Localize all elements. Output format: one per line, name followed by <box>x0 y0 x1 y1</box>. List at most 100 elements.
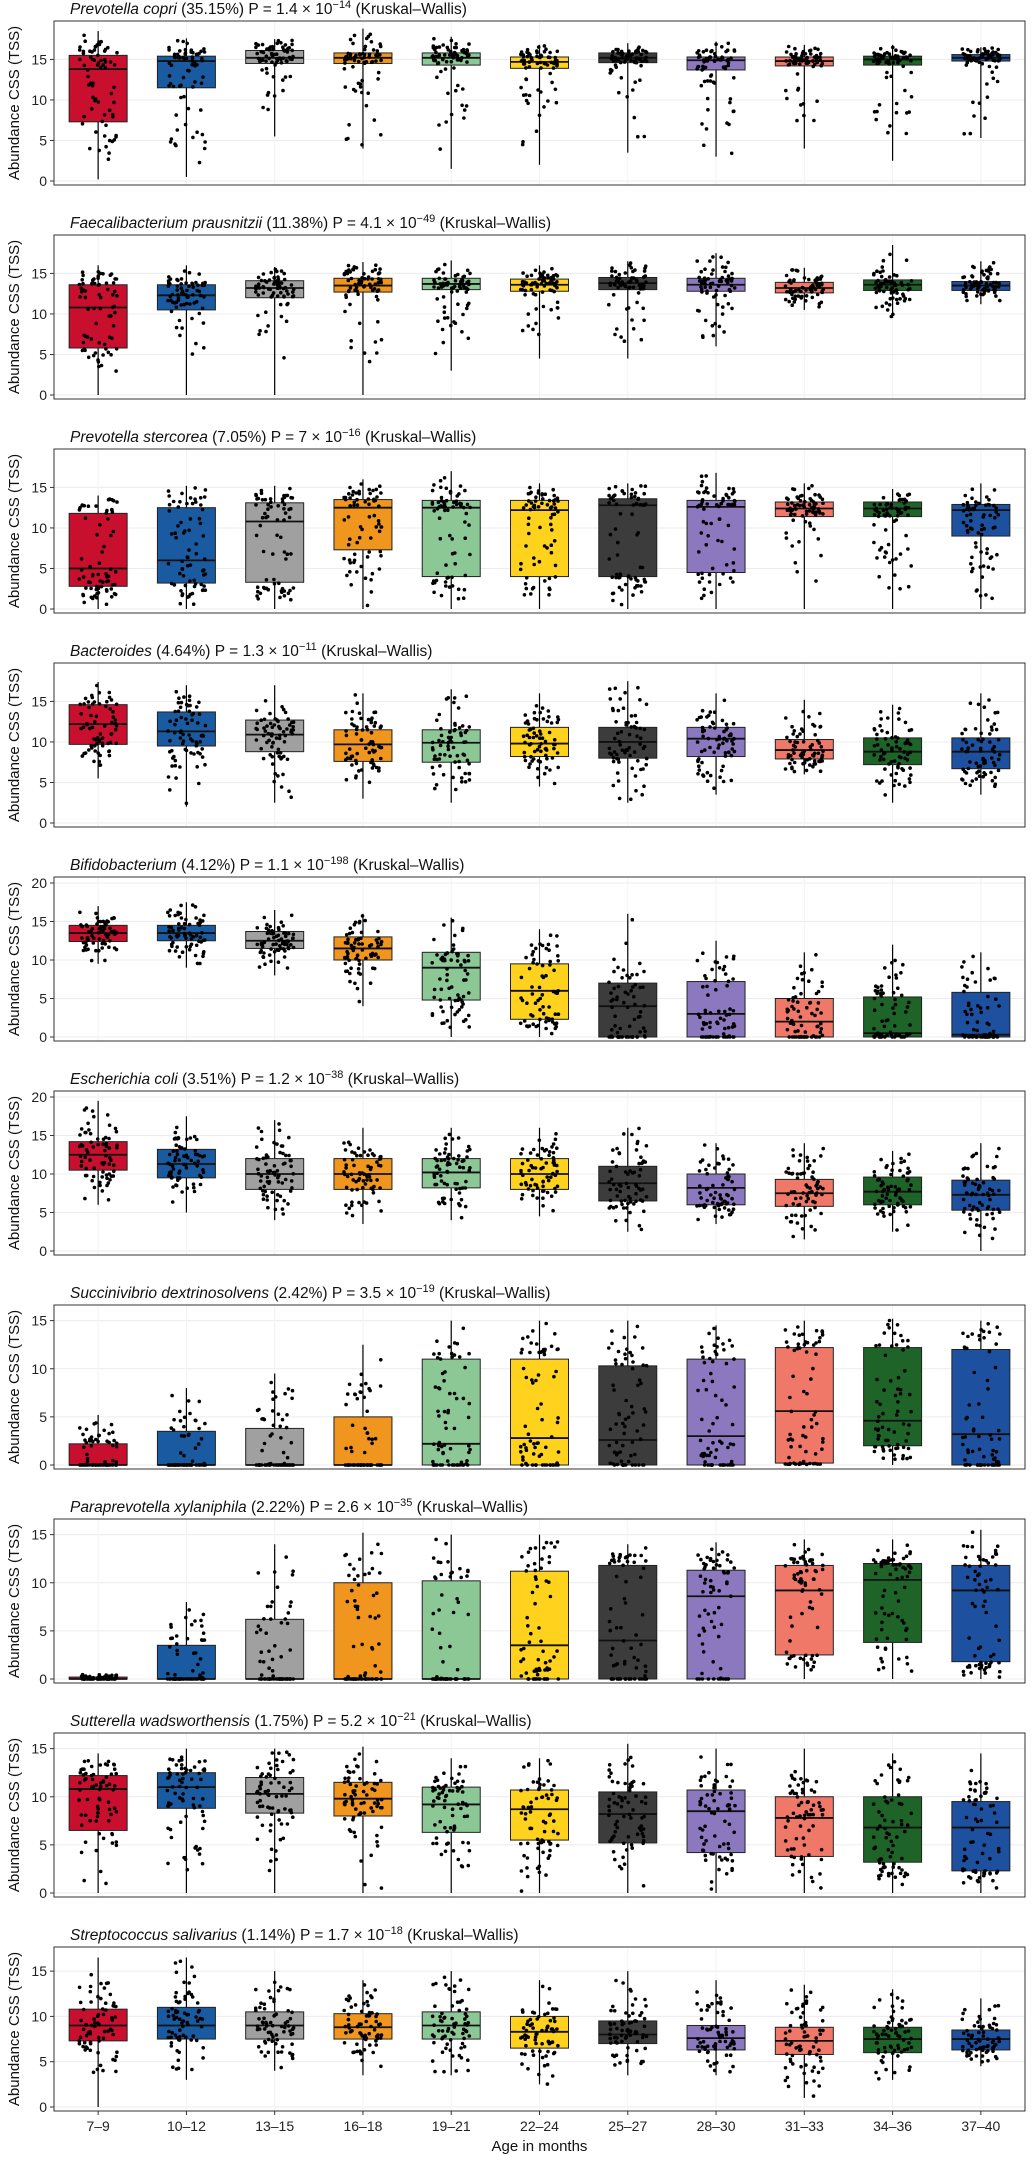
data-point <box>374 294 379 299</box>
data-point <box>544 753 548 758</box>
data-point <box>363 1182 368 1186</box>
stat-text: (11.38%) P = 4.1 × 10 <box>262 215 417 232</box>
data-point <box>620 588 624 592</box>
data-point <box>276 277 281 281</box>
data-point <box>615 752 619 757</box>
data-point <box>785 735 789 740</box>
data-point <box>720 718 725 723</box>
data-point <box>465 306 469 311</box>
data-point <box>84 1173 89 1178</box>
data-point <box>181 574 186 578</box>
data-point <box>965 298 969 303</box>
data-point <box>817 285 821 289</box>
data-point <box>108 926 112 931</box>
data-point <box>437 1167 442 1171</box>
data-point <box>287 1135 291 1140</box>
data-point <box>992 488 997 492</box>
data-point <box>894 771 899 776</box>
data-point <box>968 760 972 764</box>
panel-1: Prevotella copri (35.15%) P = 1.4 × 10−1… <box>6 0 1026 189</box>
data-point <box>442 1151 447 1155</box>
data-point <box>979 731 983 736</box>
data-point <box>463 959 467 964</box>
box-19–21 <box>421 1127 481 1221</box>
data-point <box>169 936 173 940</box>
data-point <box>110 916 114 921</box>
data-point <box>555 306 560 310</box>
data-point <box>727 750 731 754</box>
data-point <box>433 1182 437 1187</box>
data-point <box>553 87 558 92</box>
data-point <box>346 542 351 547</box>
data-point <box>813 492 817 497</box>
data-point <box>96 360 101 364</box>
data-point <box>785 96 789 101</box>
data-point <box>717 966 722 970</box>
data-point <box>972 114 976 118</box>
data-point <box>376 70 381 75</box>
data-point <box>611 293 616 297</box>
data-point <box>819 1154 823 1158</box>
data-point <box>93 97 98 101</box>
data-point <box>174 718 179 722</box>
panel-title: Prevotella copri (35.15%) P = 1.4 × 10−1… <box>70 0 467 18</box>
data-point <box>545 756 549 761</box>
data-point <box>461 596 466 600</box>
data-point <box>464 290 469 294</box>
data-point <box>553 282 557 287</box>
data-point <box>702 1143 707 1147</box>
data-point <box>617 281 622 286</box>
data-point <box>623 1198 627 1203</box>
data-point <box>626 1172 630 1176</box>
data-point <box>259 1174 264 1178</box>
data-point <box>277 736 282 741</box>
data-point <box>438 478 443 483</box>
data-point <box>695 259 699 263</box>
data-point <box>704 486 709 490</box>
data-point <box>191 85 195 89</box>
data-point <box>540 493 544 497</box>
data-point <box>611 783 616 788</box>
data-point <box>639 590 644 594</box>
data-point <box>793 1196 798 1201</box>
data-point <box>360 942 365 946</box>
data-point <box>551 989 556 994</box>
data-point <box>547 948 551 952</box>
data-point <box>348 496 352 500</box>
data-point <box>975 294 979 298</box>
data-point <box>439 1158 444 1163</box>
data-point <box>92 936 96 941</box>
data-point <box>807 715 811 719</box>
data-point <box>538 1017 542 1022</box>
data-point <box>636 759 640 763</box>
data-point <box>813 733 817 737</box>
data-point <box>187 922 192 927</box>
data-point <box>378 1155 382 1159</box>
data-point <box>537 744 542 749</box>
data-point <box>443 262 447 267</box>
data-point <box>431 747 435 752</box>
panel-title: Bifidobacterium (4.12%) P = 1.1 × 10−198… <box>70 855 464 874</box>
data-point <box>89 107 94 111</box>
data-point <box>607 302 611 307</box>
data-point <box>266 107 270 112</box>
data-point <box>282 507 286 511</box>
data-point <box>264 1162 268 1166</box>
data-point <box>620 489 625 493</box>
data-point <box>370 716 374 720</box>
data-point <box>282 594 287 598</box>
data-point <box>453 278 458 283</box>
data-point <box>702 587 707 591</box>
data-point <box>528 491 532 496</box>
data-point <box>270 1190 275 1195</box>
data-point <box>892 273 896 277</box>
data-point <box>987 1022 991 1027</box>
data-point <box>986 56 990 60</box>
data-point <box>465 972 470 976</box>
data-point <box>618 697 622 701</box>
data-point <box>544 1020 548 1024</box>
data-point <box>260 1137 264 1142</box>
data-point <box>610 269 614 273</box>
species-name: Bifidobacterium <box>70 857 177 874</box>
data-point <box>820 283 824 287</box>
